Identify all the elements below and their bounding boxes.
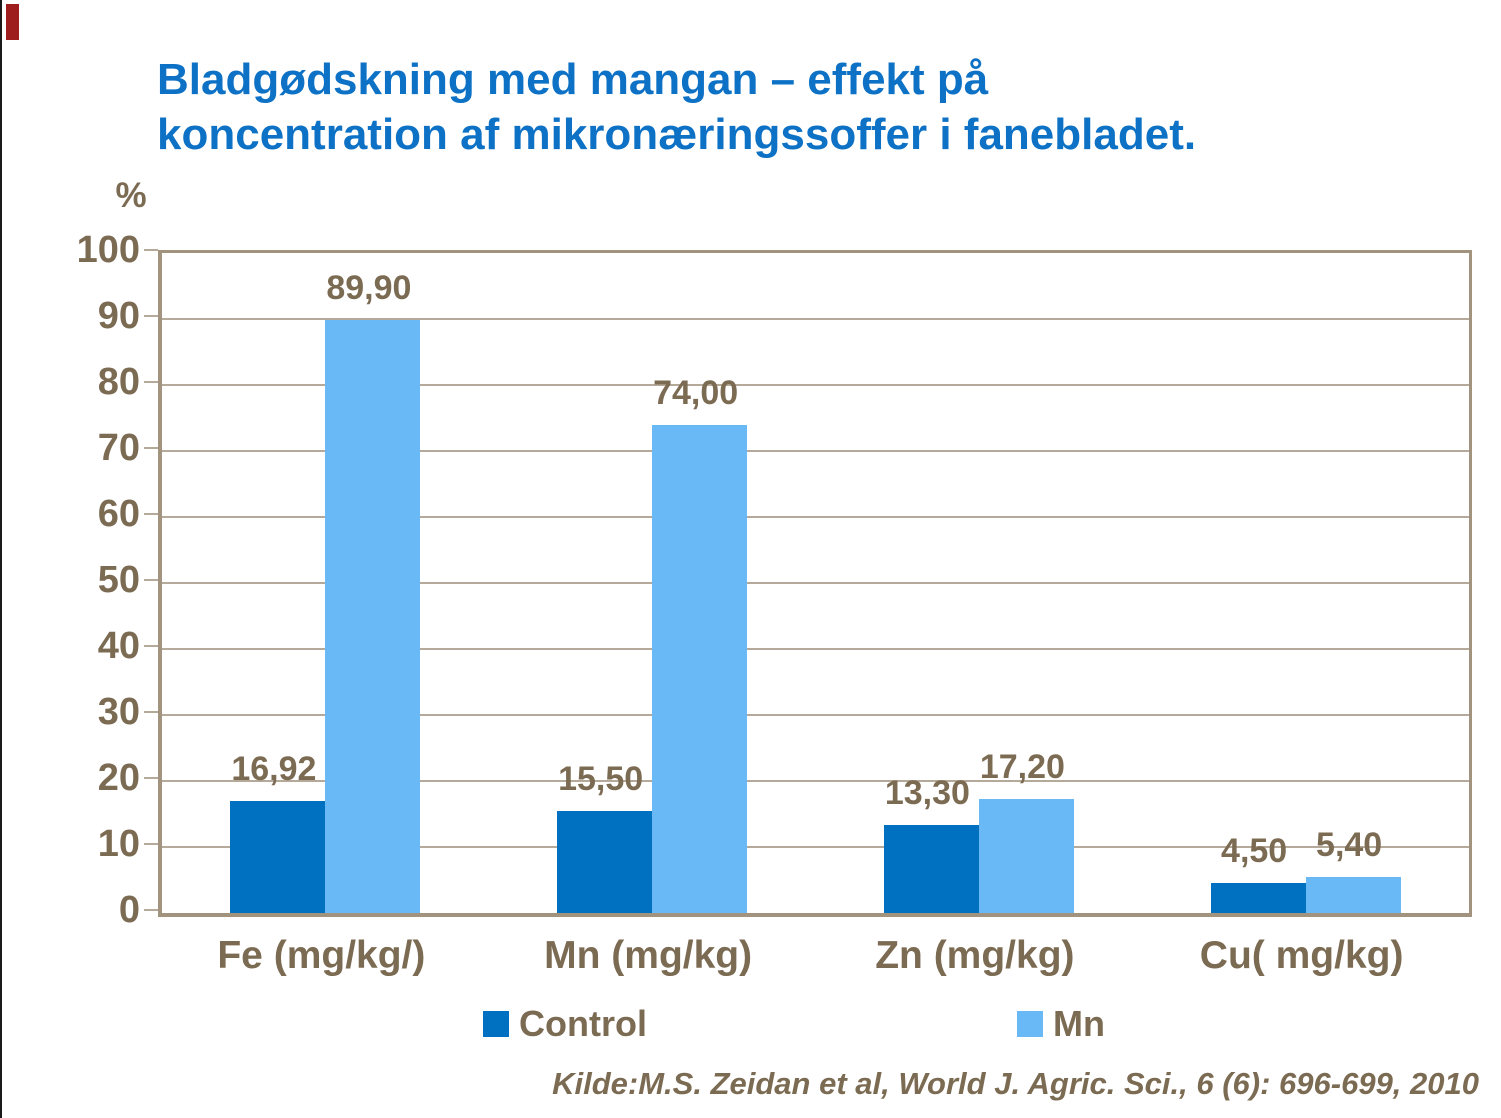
y-tick-label-40: 40 xyxy=(97,625,140,667)
y-tick-label-10: 10 xyxy=(97,823,140,865)
value-label-mn-fe: 89,90 xyxy=(326,268,412,307)
category-label-zn: Zn (mg/kg) xyxy=(875,934,1075,977)
legend-item-mn: Mn xyxy=(1017,1003,1105,1045)
legend-label-mn: Mn xyxy=(1053,1003,1105,1044)
y-tick-mark-100 xyxy=(144,249,158,251)
left-edge-line xyxy=(0,0,2,1118)
gridline-30 xyxy=(162,714,1469,716)
y-tick-mark-0 xyxy=(144,909,158,911)
gridline-60 xyxy=(162,516,1469,518)
bar-mn-fe xyxy=(325,319,421,913)
y-tick-label-100: 100 xyxy=(76,229,140,271)
value-label-control-mn: 15,50 xyxy=(558,759,644,798)
value-label-control-cu(: 4,50 xyxy=(1221,832,1288,871)
bar-control-cu( xyxy=(1210,883,1306,913)
bar-control-fe xyxy=(230,801,326,913)
gridline-90 xyxy=(162,318,1469,320)
y-tick-mark-70 xyxy=(144,447,158,449)
value-label-control-fe: 16,92 xyxy=(231,750,317,789)
y-tick-mark-90 xyxy=(144,315,158,317)
gridline-10 xyxy=(162,846,1469,848)
red-corner-marker xyxy=(6,4,19,40)
value-label-mn-mn: 74,00 xyxy=(653,373,739,412)
gridline-80 xyxy=(162,384,1469,386)
legend-item-control: Control xyxy=(483,1003,647,1045)
gridline-20 xyxy=(162,780,1469,782)
gridline-70 xyxy=(162,450,1469,452)
category-label-mn: Mn (mg/kg) xyxy=(544,934,753,977)
chart-title-line-1: Bladgødskning med mangan – effekt på xyxy=(157,55,989,104)
y-tick-mark-40 xyxy=(144,645,158,647)
y-tick-label-30: 30 xyxy=(97,691,140,733)
legend-swatch-mn xyxy=(1017,1011,1043,1037)
y-tick-label-60: 60 xyxy=(97,493,140,535)
y-tick-label-50: 50 xyxy=(97,559,140,601)
y-tick-mark-20 xyxy=(144,777,158,779)
y-tick-mark-10 xyxy=(144,843,158,845)
y-axis-unit-label: % xyxy=(115,176,147,215)
bar-mn-zn xyxy=(978,799,1074,913)
value-label-mn-zn: 17,20 xyxy=(979,748,1065,787)
bar-control-mn xyxy=(557,810,653,913)
gridline-40 xyxy=(162,648,1469,650)
y-tick-mark-50 xyxy=(144,579,158,581)
y-tick-label-70: 70 xyxy=(97,427,140,469)
y-tick-label-90: 90 xyxy=(97,295,140,337)
bar-mn-cu( xyxy=(1305,877,1401,913)
chart-title: Bladgødskning med mangan – effekt på kon… xyxy=(157,52,1477,162)
bar-control-zn xyxy=(883,825,979,913)
bar-mn-mn xyxy=(652,424,748,913)
y-tick-label-0: 0 xyxy=(118,889,140,931)
legend-swatch-control xyxy=(483,1011,509,1037)
y-tick-mark-60 xyxy=(144,513,158,515)
legend-label-control: Control xyxy=(519,1003,647,1044)
gridline-50 xyxy=(162,582,1469,584)
y-tick-mark-30 xyxy=(144,711,158,713)
plot-area xyxy=(158,250,1472,917)
category-label-cu: Cu( mg/kg) xyxy=(1199,934,1404,977)
source-citation: Kilde:M.S. Zeidan et al, World J. Agric.… xyxy=(552,1066,1479,1101)
y-tick-label-80: 80 xyxy=(97,361,140,403)
value-label-mn-cu(: 5,40 xyxy=(1316,826,1383,865)
y-tick-mark-80 xyxy=(144,381,158,383)
value-label-control-zn: 13,30 xyxy=(884,774,970,813)
category-label-fe: Fe (mg/kg/) xyxy=(217,934,426,977)
chart-title-line-2: koncentration af mikronæringssoffer i fa… xyxy=(157,110,1197,159)
y-tick-label-20: 20 xyxy=(97,757,140,799)
